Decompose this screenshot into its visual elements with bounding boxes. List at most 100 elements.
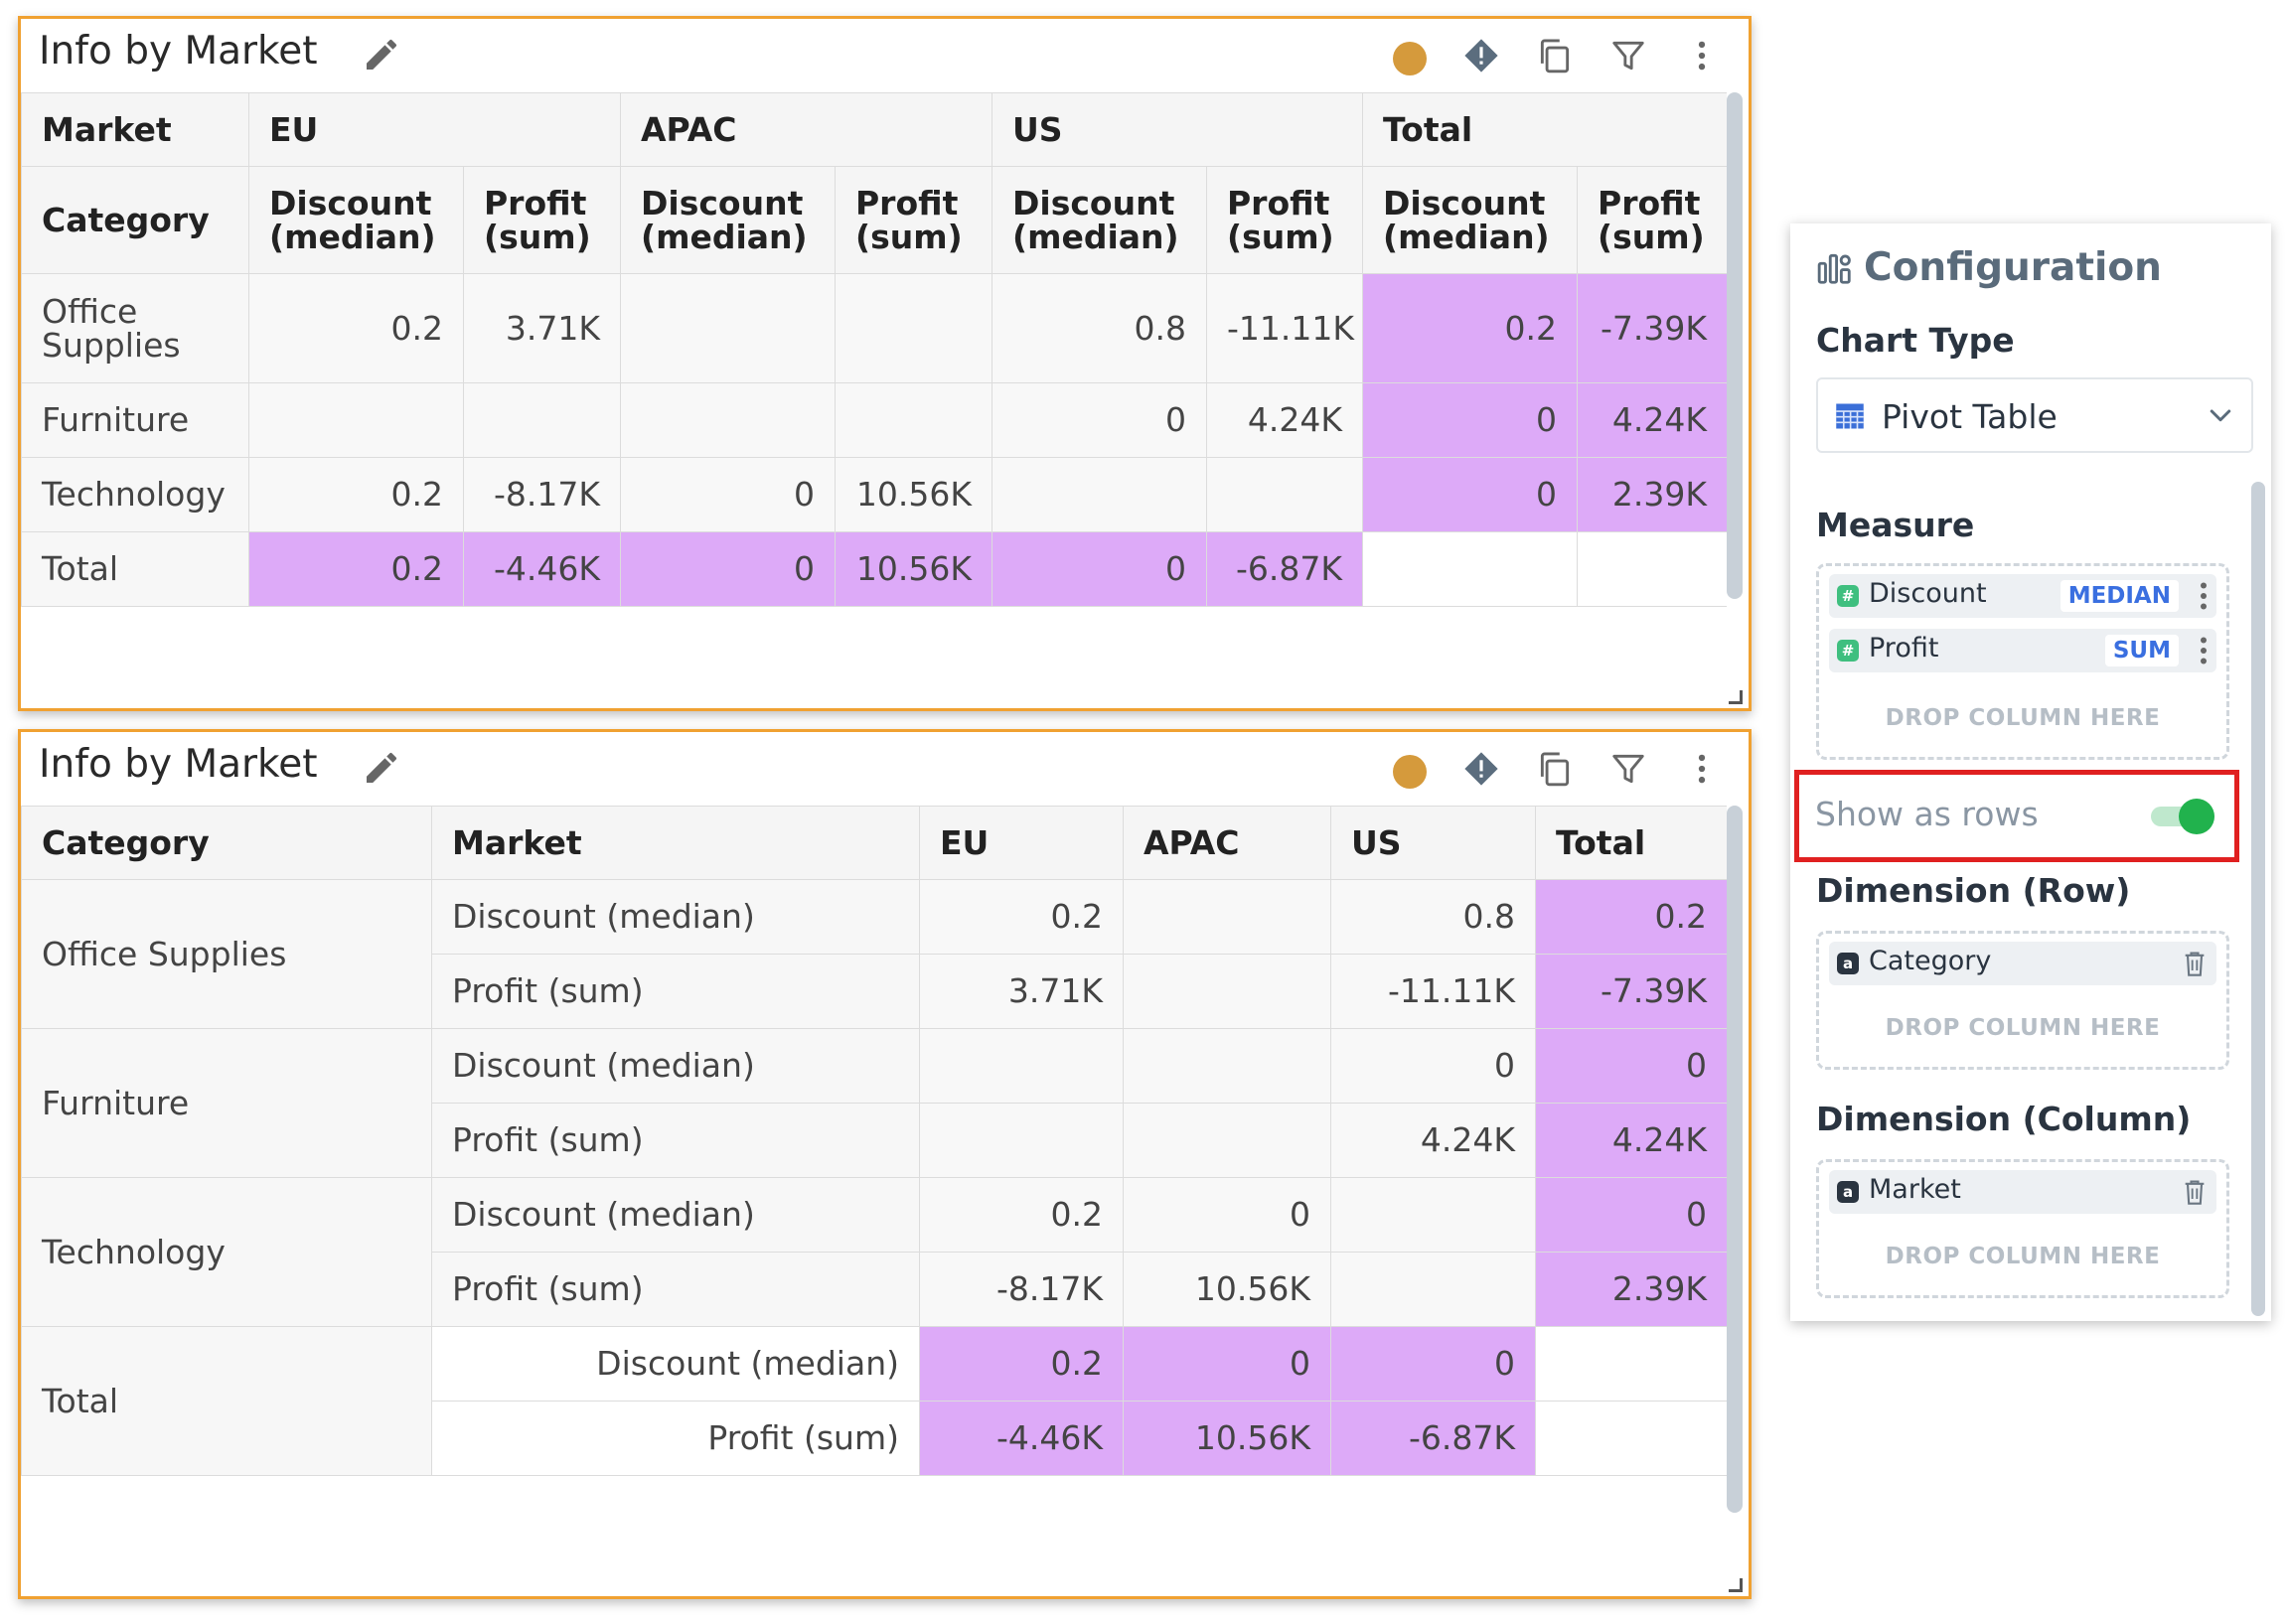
chart-type-select[interactable]: Pivot Table [1816, 377, 2253, 453]
value-cell [1123, 1103, 1331, 1178]
value-cell: 0.8 [992, 273, 1207, 383]
more-vertical-icon[interactable] [1683, 37, 1721, 74]
resize-grip-icon[interactable] [1729, 1578, 1743, 1592]
row-label-line: Supplies [42, 325, 181, 365]
measure-pill-profit[interactable]: # Profit SUM [1829, 629, 2216, 672]
table-row: Office Supplies Discount (median) 0.2 0.8 0.… [21, 879, 1727, 1029]
resize-grip-icon[interactable] [1729, 690, 1743, 704]
measure-header-line: (median) [269, 217, 436, 256]
drop-column-hint: DROP COLUMN HERE [1885, 705, 2161, 731]
warning-diamond-icon[interactable] [1462, 750, 1500, 788]
value-cell [248, 382, 464, 458]
table-row: Profit (sum) 3.71K -11.11K -7.39K [22, 954, 1727, 1029]
row-label-line: Furniture [42, 400, 190, 439]
value-cell: -8.17K [919, 1252, 1124, 1327]
measure-cell: Profit (sum) [431, 1401, 920, 1476]
measure-pill-discount[interactable]: # Discount MEDIAN [1829, 574, 2216, 618]
measure-cell: Discount (median) [431, 1028, 920, 1104]
value-cell: 0 [1535, 1028, 1727, 1104]
header-cell: Category [21, 806, 432, 880]
panel-header: Info by Market [21, 19, 1749, 92]
header-row: Category Market EU APAC US Total [21, 806, 1727, 880]
pivot-table-wrap: Category Market EU APAC US Total Office … [21, 806, 1727, 1500]
value-cell: 0 [620, 457, 836, 532]
edit-pencil-icon[interactable] [362, 748, 401, 788]
measure-header-cell: Discount (median) [248, 166, 464, 274]
measure-header-line: (sum) [1227, 217, 1334, 256]
measure-header-cell: Discount (median) [992, 166, 1207, 274]
measure-header-line: (sum) [855, 217, 963, 256]
value-cell: 0 [1362, 457, 1579, 532]
header-cell: Category [21, 166, 249, 274]
table-row: Technology Discount (median) 0.2 0 0 [21, 1177, 1727, 1327]
duplicate-icon[interactable] [1536, 37, 1574, 74]
value-cell: 0 [1330, 1028, 1536, 1104]
value-cell [835, 273, 992, 383]
value-cell: 0 [1535, 1177, 1727, 1253]
measure-cell: Discount (median) [431, 1326, 920, 1402]
configuration-panel: Configuration Chart Type Pivot Table Mea… [1790, 223, 2271, 1321]
measure-header-line: Discount [1383, 183, 1546, 222]
dimension-column-label: Dimension (Column) [1816, 1100, 2192, 1138]
duplicate-icon[interactable] [1536, 750, 1574, 788]
aggregation-badge[interactable]: SUM [2104, 635, 2179, 666]
vertical-scrollbar[interactable] [1727, 92, 1743, 599]
category-cell: Furniture [21, 1028, 432, 1178]
dimension-row-label: Dimension (Row) [1816, 871, 2131, 910]
value-cell: 4.24K [1205, 382, 1364, 458]
measure-header-line: Discount [641, 183, 804, 222]
measure-header-cell: Discount (median) [620, 166, 836, 274]
show-as-rows-toggle[interactable] [2151, 799, 2214, 834]
value-cell [463, 382, 621, 458]
measure-drop-zone[interactable]: # Discount MEDIAN # Profit SUM DROP COLU… [1816, 563, 2229, 760]
dimension-row-drop-zone[interactable]: a Category DROP COLUMN HERE [1816, 931, 2229, 1070]
value-cell: -7.39K [1535, 954, 1727, 1029]
measure-header-line: Profit [855, 183, 959, 222]
value-cell: 10.56K [835, 531, 992, 607]
value-cell [1577, 531, 1727, 607]
value-cell: 10.56K [1123, 1401, 1331, 1476]
vertical-scrollbar[interactable] [1727, 806, 1743, 1513]
text-type-icon: a [1837, 1181, 1859, 1203]
value-cell: 2.39K [1535, 1252, 1727, 1327]
table-row: Profit (sum) 4.24K 4.24K [22, 1103, 1727, 1178]
aggregation-badge[interactable]: MEDIAN [2060, 580, 2179, 612]
warning-diamond-icon[interactable] [1462, 37, 1500, 74]
value-cell: 3.71K [919, 954, 1124, 1029]
header-cell: US [991, 92, 1364, 167]
edit-pencil-icon[interactable] [362, 35, 401, 74]
value-cell: -11.11K [1205, 273, 1364, 383]
measure-name: Profit [1869, 633, 1939, 664]
status-dot-icon [1393, 755, 1427, 789]
header-cell: EU [919, 806, 1124, 880]
value-cell: 0.2 [248, 531, 464, 607]
value-cell: -11.11K [1330, 954, 1536, 1029]
trash-icon[interactable] [2183, 950, 2207, 977]
numeric-hash-icon: # [1837, 640, 1859, 662]
value-cell: 0.8 [1330, 879, 1536, 955]
config-scrollbar[interactable] [2251, 482, 2265, 1316]
value-cell [1362, 531, 1579, 607]
dimension-pill-market[interactable]: a Market [1829, 1170, 2216, 1214]
measure-header-line: Discount [269, 183, 432, 222]
more-vertical-icon[interactable] [1683, 750, 1721, 788]
measure-header-line: (sum) [484, 217, 591, 256]
row-label-line: Total [42, 549, 119, 588]
more-vertical-icon[interactable] [2197, 633, 2211, 668]
value-cell: 0.2 [248, 457, 464, 532]
table-row: Technology 0.2 -8.17K 0 10.56K 0 2.39K [21, 457, 1727, 532]
chart-type-value: Pivot Table [1882, 397, 2058, 436]
dimension-pill-category[interactable]: a Category [1829, 942, 2216, 985]
trash-icon[interactable] [2183, 1178, 2207, 1206]
pivot-panel-top: Info by Market Market EU APAC US Total C… [18, 16, 1752, 711]
table-row: Furniture 0 4.24K 0 4.24K [21, 382, 1727, 458]
filter-icon[interactable] [1609, 750, 1647, 788]
chevron-down-icon [2210, 409, 2231, 422]
filter-icon[interactable] [1609, 37, 1647, 74]
pivot-table-columns-layout: Market EU APAC US Total Category Discoun… [21, 92, 1727, 607]
more-vertical-icon[interactable] [2197, 578, 2211, 614]
dimension-column-drop-zone[interactable]: a Market DROP COLUMN HERE [1816, 1159, 2229, 1298]
value-cell [1535, 1401, 1727, 1476]
measure-header-cell: Profit (sum) [463, 166, 621, 274]
panel-title: Info by Market [39, 742, 318, 787]
